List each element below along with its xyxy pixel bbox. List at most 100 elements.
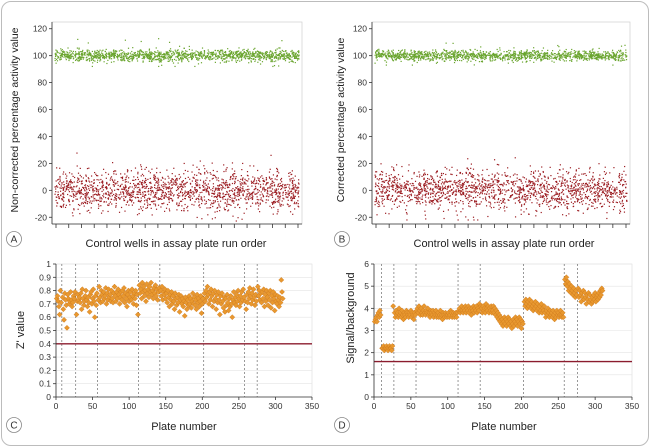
data-point (84, 54, 86, 56)
data-point (575, 56, 578, 58)
data-point (107, 190, 109, 193)
data-point (244, 178, 246, 180)
data-point (545, 52, 548, 54)
data-point (131, 186, 133, 188)
data-point (246, 50, 249, 53)
data-point (617, 59, 620, 62)
data-point (109, 201, 111, 203)
data-point (198, 54, 201, 56)
data-point (132, 58, 135, 60)
data-point (92, 58, 95, 60)
data-point (194, 54, 196, 56)
data-point (286, 203, 289, 205)
data-point (533, 50, 535, 52)
data-point (116, 53, 118, 55)
data-point (576, 54, 578, 56)
data-point (110, 61, 113, 63)
data-point (125, 195, 127, 198)
data-point (271, 194, 273, 196)
data-point (615, 53, 618, 55)
data-point (143, 203, 146, 205)
data-point (209, 52, 211, 54)
data-point (478, 55, 481, 57)
data-point (161, 186, 163, 188)
data-point (539, 55, 541, 57)
data-point (184, 198, 186, 200)
data-point (408, 197, 411, 199)
data-point (597, 184, 599, 186)
data-point (292, 181, 294, 183)
data-point (227, 48, 229, 50)
data-point (137, 53, 139, 55)
data-point (146, 57, 148, 59)
data-point (497, 50, 499, 53)
data-point (155, 182, 157, 184)
data-point (216, 50, 219, 52)
data-point (118, 194, 120, 196)
data-point (376, 53, 378, 55)
data-point (126, 171, 129, 173)
data-point (128, 56, 130, 58)
data-point (196, 216, 198, 219)
data-point (201, 52, 203, 54)
data-point (270, 56, 273, 58)
data-point (135, 53, 137, 56)
data-point (580, 56, 582, 59)
data-point (396, 54, 398, 56)
data-point (513, 54, 515, 57)
data-point (271, 180, 273, 182)
data-point (125, 181, 127, 183)
data-point (170, 180, 172, 182)
data-point (528, 55, 530, 57)
data-point (384, 54, 386, 56)
data-point (288, 184, 291, 186)
data-point (547, 55, 549, 58)
data-point (61, 56, 63, 58)
data-point (190, 191, 192, 193)
data-point (81, 193, 83, 195)
data-point (285, 193, 287, 196)
data-point (139, 53, 141, 55)
data-point (495, 56, 497, 58)
data-point (183, 207, 185, 210)
data-point (229, 178, 231, 181)
data-point (215, 177, 217, 179)
data-point (145, 179, 147, 182)
data-point (123, 189, 126, 191)
data-point (154, 184, 156, 186)
data-point (148, 49, 150, 51)
data-point (127, 60, 130, 62)
data-point (262, 58, 265, 60)
data-point (220, 57, 222, 59)
data-point (139, 189, 141, 192)
data-point (580, 54, 583, 57)
data-point (95, 189, 98, 191)
data-point (574, 56, 576, 58)
data-point (165, 193, 167, 195)
data-point (563, 53, 565, 55)
data-point (105, 197, 107, 199)
data-point (443, 53, 445, 55)
data-point (292, 194, 294, 196)
data-point (560, 176, 562, 178)
data-point (432, 49, 434, 51)
data-point (95, 173, 97, 175)
data-point (205, 189, 207, 192)
data-point (400, 50, 402, 52)
data-point (429, 60, 431, 62)
data-point (475, 55, 477, 57)
data-point (246, 193, 248, 195)
data-point (233, 173, 235, 175)
data-point (436, 61, 439, 63)
data-point (423, 52, 425, 54)
data-point (296, 55, 298, 57)
data-point (221, 196, 224, 198)
data-point (496, 56, 498, 58)
data-point (84, 201, 86, 204)
data-point (274, 189, 276, 191)
data-point (62, 204, 64, 206)
data-point (97, 57, 100, 59)
data-point (162, 184, 164, 186)
data-point (425, 196, 427, 198)
data-point (456, 51, 459, 54)
